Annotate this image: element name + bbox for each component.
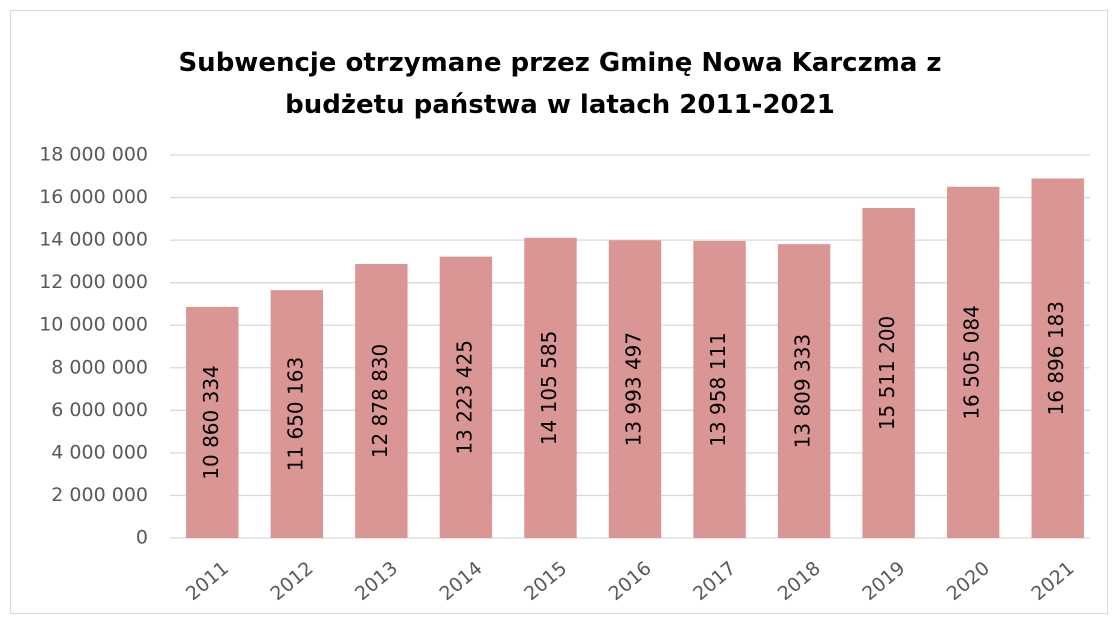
bar [777, 244, 831, 538]
bar [439, 256, 493, 538]
y-tick-label: 16 000 000 [39, 186, 148, 208]
bar [355, 263, 408, 538]
y-tick-label: 6 000 000 [51, 399, 148, 421]
bar [693, 241, 746, 538]
data-label: 11 650 163 [283, 357, 307, 472]
x-tick-label: 2019 [858, 557, 909, 605]
x-tick-label: 2020 [943, 557, 994, 605]
bar [524, 237, 577, 538]
chart-title: Subwencje otrzymane przez Gminę Nowa Kar… [178, 48, 942, 120]
bar [186, 306, 239, 538]
bar [1031, 178, 1084, 539]
data-label: 16 896 183 [1044, 301, 1068, 416]
x-tick-label: 2014 [435, 557, 486, 605]
bar [862, 207, 915, 539]
y-tick-label: 0 [136, 527, 148, 549]
bar [608, 240, 662, 538]
y-tick-label: 8 000 000 [51, 356, 148, 378]
y-tick-label: 14 000 000 [39, 229, 148, 251]
data-label: 12 878 830 [368, 344, 392, 459]
x-tick-label: 2018 [774, 557, 825, 605]
x-tick-label: 2015 [520, 557, 571, 605]
y-tick-label: 4 000 000 [51, 441, 148, 463]
data-label: 13 809 333 [791, 334, 815, 449]
data-label: 14 105 585 [537, 331, 561, 446]
bar [270, 290, 324, 538]
bar [946, 186, 1000, 539]
chart-frame [10, 10, 1108, 614]
data-label: 13 223 425 [452, 340, 476, 455]
x-tick-label: 2013 [351, 557, 402, 605]
x-tick-label: 2012 [266, 557, 317, 605]
data-label: 16 505 084 [960, 305, 984, 420]
x-tick-label: 2021 [1027, 557, 1078, 605]
data-label: 15 511 200 [875, 316, 899, 431]
x-tick-label: 2016 [605, 557, 656, 605]
x-tick-label: 2017 [689, 557, 740, 605]
y-tick-label: 12 000 000 [39, 271, 148, 293]
data-label: 10 860 334 [199, 365, 223, 480]
y-tick-label: 10 000 000 [39, 314, 148, 336]
y-tick-label: 2 000 000 [51, 484, 148, 506]
x-tick-label: 2011 [182, 557, 233, 605]
y-tick-label: 18 000 000 [39, 144, 148, 166]
data-label: 13 993 497 [622, 332, 646, 447]
data-label: 13 958 111 [706, 332, 730, 447]
